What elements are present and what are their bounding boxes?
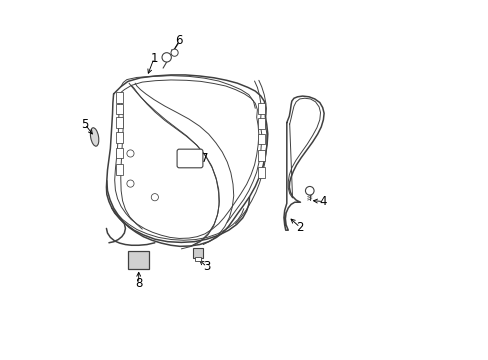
Bar [116, 104, 122, 114]
Text: 6: 6 [175, 34, 183, 48]
Circle shape [162, 53, 171, 62]
Text: 3: 3 [203, 260, 210, 273]
Text: 8: 8 [135, 277, 142, 290]
Circle shape [126, 150, 134, 157]
FancyBboxPatch shape [177, 149, 203, 168]
Text: 4: 4 [319, 195, 326, 208]
Circle shape [151, 194, 158, 201]
Bar [258, 103, 264, 114]
Ellipse shape [90, 128, 99, 146]
Bar [116, 132, 122, 143]
Bar [116, 164, 122, 175]
Circle shape [126, 180, 134, 187]
Text: 1: 1 [150, 51, 158, 64]
Bar [116, 148, 122, 158]
Text: 7: 7 [201, 152, 208, 165]
Circle shape [305, 186, 313, 195]
Bar [258, 134, 264, 144]
Text: 5: 5 [81, 118, 88, 131]
Bar [116, 117, 122, 128]
Bar [258, 118, 264, 129]
FancyBboxPatch shape [128, 251, 149, 269]
Circle shape [171, 49, 178, 56]
Bar [258, 150, 264, 161]
Bar [192, 248, 203, 258]
Text: 2: 2 [296, 221, 303, 234]
Bar [258, 167, 264, 178]
Bar [116, 92, 122, 103]
Bar [195, 257, 201, 261]
